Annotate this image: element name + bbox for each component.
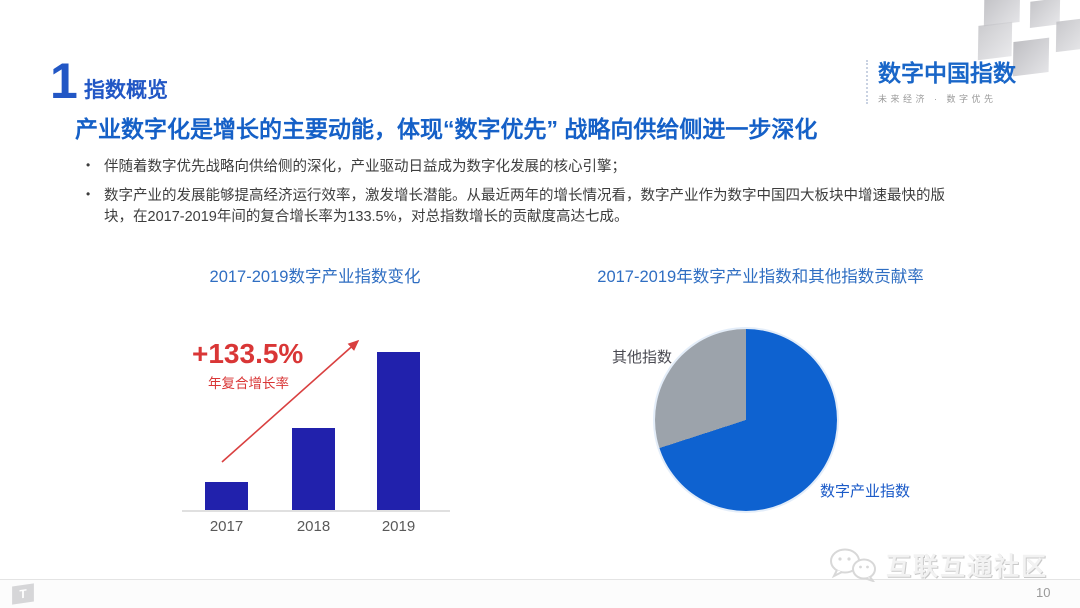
bar-chart (182, 340, 450, 512)
bar-2019 (377, 352, 420, 510)
section-title: 指数概览 (84, 79, 168, 102)
footer-strip (0, 580, 1080, 608)
bar-axis-label: 2018 (296, 518, 331, 535)
bar-chart-title: 2017-2019数字产业指数变化 (209, 268, 421, 286)
deco-square-icon (977, 21, 1013, 61)
bar-axis-label: 2019 (381, 518, 416, 535)
brand-logo: 数字中国指数 未来经济 · 数字优先 (866, 60, 1016, 104)
brand-logo-title: 数字中国指数 (878, 60, 1016, 86)
bullet-item: 数字产业的发展能够提高经济运行效率，激发增长潜能。从最近两年的增长情况看，数字产… (82, 186, 972, 228)
deco-square-icon (1055, 17, 1080, 53)
growth-arrow-icon (221, 339, 360, 463)
pie-label-digital-industry-index: 数字产业指数 (820, 483, 911, 500)
growth-rate-label: 年复合增长率 (208, 376, 289, 391)
bar-2018 (292, 428, 335, 510)
brand-logo-tagline: 未来经济 · 数字优先 (878, 93, 997, 104)
bullet-item: 伴随着数字优先战略向供给侧的深化，产业驱动日益成为数字化发展的核心引擎； (82, 157, 972, 178)
bar-axis-label: 2017 (209, 518, 244, 535)
watermark-text: 互联互通社区 (886, 553, 1049, 581)
page-number: 10 (1036, 585, 1051, 600)
section-number: 1 (50, 53, 78, 109)
bullet-list: 伴随着数字优先战略向供给侧的深化，产业驱动日益成为数字化发展的核心引擎； 数字产… (82, 157, 972, 236)
bar-2017 (205, 482, 248, 510)
pie-label-other-index: 其他指数 (612, 349, 673, 366)
pie-chart-title: 2017-2019年数字产业指数和其他指数贡献率 (597, 268, 924, 286)
corner-logo-icon: T (12, 583, 34, 605)
footer-divider (0, 579, 1080, 580)
deco-square-icon (1012, 37, 1050, 77)
pie-chart (655, 329, 837, 511)
slide-headline: 产业数字化是增长的主要动能，体现“数字优先” 战略向供给侧进一步深化 (75, 116, 818, 142)
watermark: 互联互通社区 (828, 547, 1048, 583)
wechat-icon (830, 548, 876, 582)
growth-rate-annotation: +133.5% (192, 338, 304, 369)
